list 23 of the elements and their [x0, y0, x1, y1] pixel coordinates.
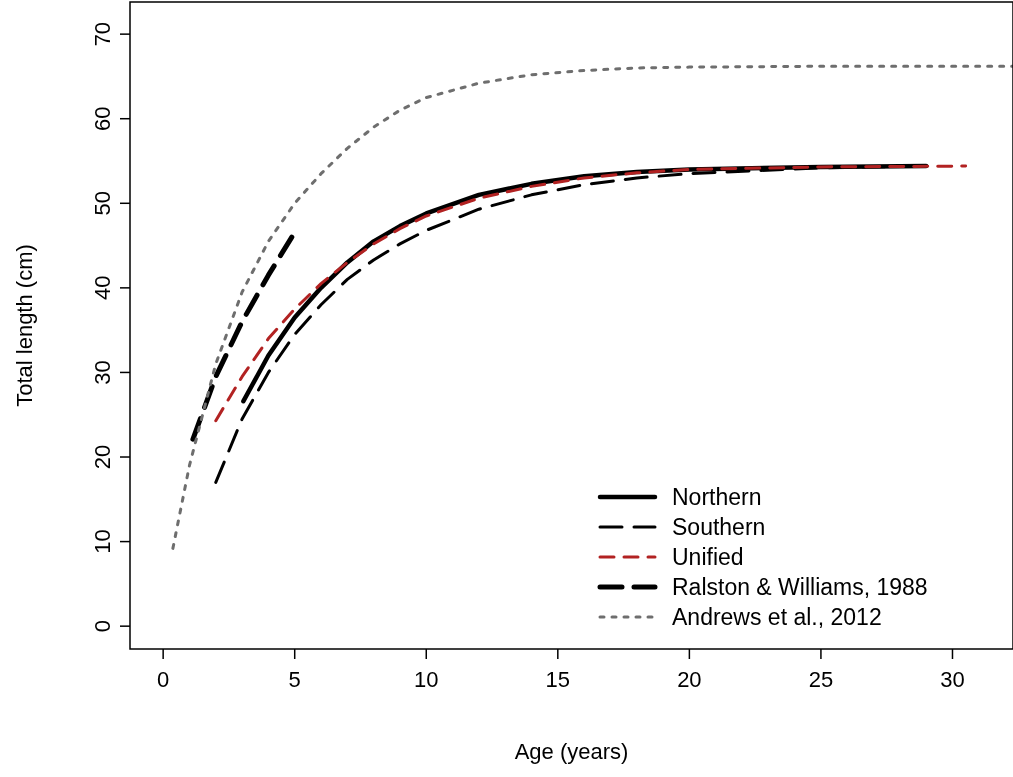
legend-label: Unified: [672, 544, 744, 570]
x-tick-label: 30: [940, 667, 965, 692]
y-tick-label: 20: [90, 444, 115, 470]
y-tick-label: 60: [90, 106, 115, 131]
x-tick-label: 0: [157, 667, 170, 692]
x-axis-title: Age (years): [514, 739, 629, 764]
line-series: [214, 164, 968, 423]
legend-label: Northern: [672, 484, 762, 510]
y-tick-label: 0: [90, 620, 115, 633]
x-tick-label: 5: [288, 667, 301, 692]
legend-label: Andrews et al., 2012: [672, 604, 882, 630]
x-tick-label: 25: [808, 667, 834, 692]
x-tick-label: 10: [414, 667, 439, 692]
legend-label: Ralston & Williams, 1988: [672, 574, 928, 600]
y-tick-label: 70: [90, 21, 115, 47]
y-tick-label: 40: [90, 275, 115, 301]
legend-label: Southern: [672, 514, 766, 540]
y-tick-label: 30: [90, 360, 115, 385]
x-tick-label: 20: [677, 667, 702, 692]
y-tick-label: 50: [90, 191, 115, 216]
y-axis-title: Total length (cm): [12, 244, 37, 407]
y-tick-label: 10: [90, 529, 115, 554]
x-tick-label: 15: [545, 667, 571, 692]
